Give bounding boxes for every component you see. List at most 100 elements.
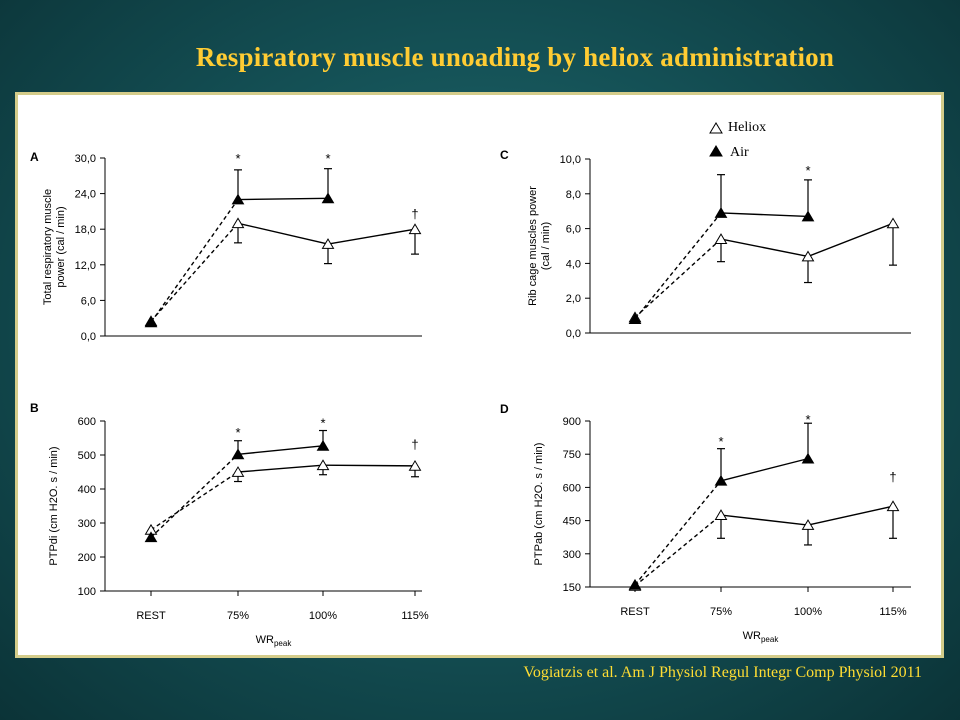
figure-svg: Heliox Air A 0,0 6,0 12,0 18,0 24,0 30,0 Total … — [30, 120, 911, 648]
y-tick-label: 750 — [563, 449, 581, 461]
y-tick-label: 500 — [78, 450, 96, 462]
y-tick-label: 4,0 — [566, 258, 581, 270]
chart-panel-d: D 150 300 450 600 750 900 PTPab (cm H2O. s / mi… — [500, 402, 911, 644]
x-tick-label: 100% — [794, 606, 822, 618]
y-tick-label: 30,0 — [75, 153, 96, 165]
y-tick-label: 600 — [78, 416, 96, 428]
air-dashed-segment — [150, 453, 239, 538]
significance-marker: * — [320, 415, 325, 430]
air-legend-label: Air — [730, 145, 749, 160]
y-tick-label: 6,0 — [81, 295, 96, 307]
y-axis-title: PTPab (cm H2O. s / min) — [533, 443, 545, 566]
heliox-point — [714, 509, 728, 520]
air-point — [144, 316, 158, 328]
x-axis-title: WRpeak — [256, 634, 293, 648]
heliox-point — [801, 519, 815, 530]
air-point — [321, 192, 335, 204]
heliox-point — [231, 217, 245, 229]
significance-marker: * — [325, 151, 330, 166]
air-point — [714, 207, 728, 218]
heliox-point — [321, 238, 335, 249]
y-tick-label: 6,0 — [566, 224, 581, 236]
heliox-point — [886, 500, 900, 512]
significance-marker: * — [718, 434, 723, 449]
y-tick-label: 400 — [78, 484, 96, 496]
y-tick-label: 100 — [78, 586, 96, 598]
heliox-line-segment — [237, 222, 329, 245]
y-tick-label: 24,0 — [75, 189, 96, 201]
panel-letter: D — [500, 402, 509, 416]
heliox-line-segment — [720, 238, 809, 258]
x-tick-label: 75% — [710, 606, 732, 618]
y-axis-title: PTPdi (cm H2O. s / min) — [48, 446, 60, 565]
heliox-dashed-segment — [634, 514, 722, 587]
y-tick-label: 12,0 — [75, 260, 96, 272]
heliox-dashed-segment — [150, 471, 239, 531]
heliox-legend-marker — [709, 122, 723, 134]
air-dashed-segment — [634, 212, 722, 320]
air-point — [801, 452, 815, 464]
heliox-dashed-segment — [150, 222, 239, 322]
air-point — [316, 439, 330, 451]
significance-marker: * — [805, 412, 810, 427]
legend: Heliox Air — [709, 120, 766, 160]
y-tick-label: 600 — [563, 482, 581, 494]
heliox-point — [408, 223, 422, 235]
citation: Vogiatzis et al. Am J Physiol Regul Inte… — [523, 664, 922, 681]
figure-panel: Heliox Air A 0,0 6,0 12,0 18,0 24,0 30,0 Total … — [15, 92, 944, 658]
panel-letter: B — [30, 401, 39, 415]
x-axis-title: WRpeak — [743, 630, 780, 644]
heliox-point — [231, 466, 245, 477]
x-tick-label: 115% — [401, 610, 429, 622]
y-tick-label: 150 — [563, 582, 581, 594]
heliox-point — [408, 459, 422, 471]
air-line-segment — [237, 197, 329, 201]
x-tick-label: REST — [136, 610, 166, 622]
air-point — [231, 193, 245, 205]
heliox-line-segment — [237, 464, 324, 473]
heliox-point — [886, 217, 900, 229]
air-point — [144, 531, 158, 543]
y-tick-label: 300 — [563, 549, 581, 561]
heliox-line-segment — [327, 228, 416, 245]
y-axis-title-line2: (cal / min) — [540, 222, 552, 270]
y-tick-label: 900 — [563, 416, 581, 428]
x-tick-label: 100% — [309, 610, 337, 622]
air-line-segment — [237, 445, 324, 456]
y-tick-label: 200 — [78, 552, 96, 564]
chart-panel-a: A 0,0 6,0 12,0 18,0 24,0 30,0 Total respiratory… — [30, 150, 422, 343]
significance-marker: † — [411, 206, 418, 221]
air-point — [628, 578, 642, 590]
y-tick-label: 8,0 — [566, 189, 581, 201]
air-point — [628, 313, 642, 324]
air-line-segment — [720, 212, 809, 218]
heliox-point — [801, 250, 815, 262]
y-tick-label: 10,0 — [560, 154, 581, 166]
x-tick-label: REST — [620, 606, 650, 618]
significance-marker: * — [805, 163, 810, 178]
chart-panel-c: C 0,0 2,0 4,0 6,0 8,0 10,0 Rib cage muscles pow… — [500, 148, 911, 340]
panel-letter: C — [500, 148, 509, 162]
heliox-point — [316, 459, 330, 471]
y-axis-title-line1: Rib cage muscles power — [527, 186, 539, 306]
significance-marker: * — [235, 151, 240, 166]
air-legend-marker — [709, 145, 723, 157]
y-tick-label: 18,0 — [75, 224, 96, 236]
y-tick-label: 0,0 — [566, 328, 581, 340]
y-tick-label: 2,0 — [566, 293, 581, 305]
significance-marker: † — [889, 469, 896, 484]
air-point — [801, 210, 815, 222]
air-dashed-segment — [150, 199, 239, 323]
x-tick-label: 75% — [227, 610, 249, 622]
significance-marker: † — [411, 437, 418, 452]
heliox-point — [714, 233, 728, 244]
y-tick-label: 0,0 — [81, 331, 96, 343]
y-axis-title-line1: Total respiratory muscle — [42, 189, 54, 305]
air-point — [231, 448, 245, 460]
heliox-line-segment — [807, 222, 894, 258]
y-tick-label: 450 — [563, 516, 581, 528]
heliox-line-segment — [720, 514, 809, 526]
air-line-segment — [720, 457, 809, 482]
air-dashed-segment — [634, 480, 722, 586]
heliox-line-segment — [807, 505, 894, 526]
